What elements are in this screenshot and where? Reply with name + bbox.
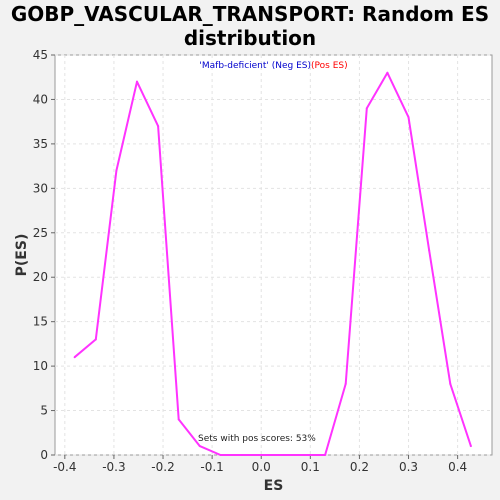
x-tick-label: 0.3 <box>399 460 418 474</box>
y-tick-label: 40 <box>33 92 48 106</box>
es-data-point <box>240 454 243 456</box>
es-data-point <box>157 125 160 128</box>
x-tick-label: -0.3 <box>102 460 125 474</box>
es-data-point <box>469 445 472 448</box>
es-data-point <box>324 454 327 456</box>
es-data-point <box>428 249 431 252</box>
es-data-point <box>365 107 368 110</box>
es-data-point <box>261 454 264 456</box>
es-distribution-line <box>73 71 472 456</box>
es-data-point <box>94 338 97 341</box>
x-tick-label: 0.1 <box>301 460 320 474</box>
x-tick-label: 0.4 <box>448 460 467 474</box>
y-tick-label: 35 <box>33 137 48 151</box>
es-data-point <box>449 382 452 385</box>
y-tick-label: 0 <box>40 448 48 462</box>
y-tick-label: 15 <box>33 315 48 329</box>
es-data-point <box>344 382 347 385</box>
legend-neg-label: 'Mafb-deficient' (Neg ES) <box>199 61 311 71</box>
y-axis-title: P(ES) <box>14 234 30 277</box>
es-data-point <box>219 454 222 456</box>
es-data-point <box>407 116 410 119</box>
es-data-point <box>282 454 285 456</box>
plot-area <box>54 54 493 456</box>
x-tick-label: 0.0 <box>252 460 271 474</box>
es-data-point <box>73 356 76 359</box>
es-data-point <box>386 71 389 74</box>
es-data-point <box>198 445 201 448</box>
y-tick-label: 25 <box>33 226 48 240</box>
y-tick-label: 5 <box>40 404 48 418</box>
x-tick-label: -0.4 <box>53 460 76 474</box>
series-layer <box>73 71 472 456</box>
x-tick-label: 0.2 <box>350 460 369 474</box>
y-tick-label: 45 <box>33 48 48 62</box>
legend-pos-label: (Pos ES) <box>311 61 348 71</box>
y-tick-label: 30 <box>33 181 48 195</box>
axes: -0.4 -0.3 -0.2 -0.1 0.0 0.1 0.2 0.3 0.4 0 5 10 15 20 2… <box>33 48 467 474</box>
pos-scores-annotation: Sets with pos scores: 53% <box>198 434 316 444</box>
es-data-point <box>302 454 305 456</box>
y-tick-label: 20 <box>33 270 48 284</box>
x-axis-title: ES <box>264 478 284 494</box>
chart-title-line-2: distribution <box>183 26 317 50</box>
chart-title-line-1: GOBP_VASCULAR_TRANSPORT: Random ES <box>10 2 490 26</box>
es-data-point <box>177 418 180 421</box>
y-tick-label: 10 <box>33 359 48 373</box>
es-data-point <box>115 169 118 172</box>
x-tick-label: -0.1 <box>200 460 223 474</box>
es-data-point <box>135 80 138 83</box>
x-tick-label: -0.2 <box>151 460 174 474</box>
chart-title: GOBP_VASCULAR_TRANSPORT: Random ES distr… <box>0 2 500 50</box>
